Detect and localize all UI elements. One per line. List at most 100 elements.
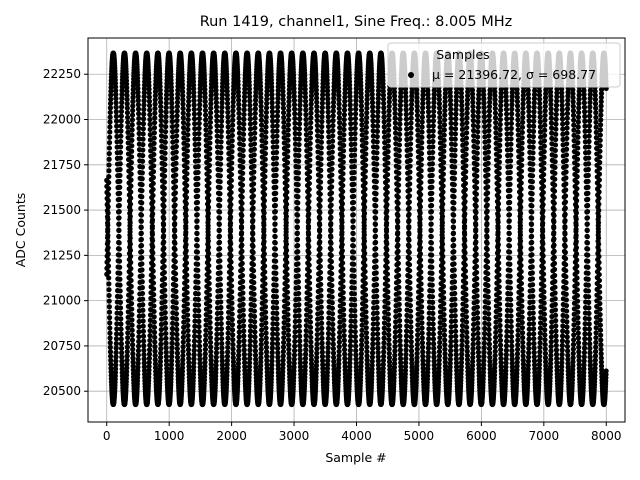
data-point	[224, 365, 230, 371]
data-point	[364, 92, 370, 99]
data-point	[252, 110, 258, 117]
data-point	[194, 199, 201, 206]
data-point	[128, 259, 134, 266]
data-point	[247, 351, 253, 358]
data-point	[303, 107, 309, 113]
data-point	[183, 188, 190, 195]
data-point	[297, 90, 304, 96]
data-point	[217, 282, 223, 288]
data-point	[236, 339, 242, 345]
data-point	[217, 203, 223, 209]
data-point	[136, 136, 142, 142]
data-point	[247, 333, 253, 339]
data-point	[339, 201, 345, 207]
data-point	[409, 356, 415, 363]
data-point	[168, 92, 175, 98]
data-point	[213, 84, 219, 90]
data-point	[203, 143, 209, 149]
data-point	[197, 348, 203, 354]
data-point	[342, 86, 348, 92]
data-point	[385, 300, 391, 306]
data-point	[207, 129, 213, 136]
data-point	[139, 249, 145, 255]
data-point	[274, 331, 280, 337]
data-point	[269, 88, 275, 94]
data-point	[281, 314, 287, 320]
data-point	[397, 351, 404, 357]
data-point	[362, 286, 369, 292]
data-point	[351, 181, 357, 187]
data-point	[330, 341, 336, 347]
data-point	[370, 341, 376, 347]
data-point	[359, 112, 365, 118]
data-point	[347, 360, 353, 366]
data-point	[172, 190, 178, 196]
data-point	[241, 356, 248, 362]
data-point	[185, 347, 192, 353]
data-point	[216, 209, 223, 215]
data-point	[302, 98, 309, 104]
data-point	[381, 320, 388, 326]
data-point	[337, 329, 343, 336]
data-point	[280, 365, 286, 371]
data-point	[229, 300, 235, 306]
data-point	[347, 89, 353, 96]
data-point	[274, 123, 280, 129]
data-point	[308, 105, 314, 112]
data-point	[398, 94, 404, 100]
data-point	[135, 364, 141, 370]
data-point	[141, 106, 147, 113]
data-point	[384, 195, 390, 202]
data-point	[292, 125, 298, 131]
data-point	[157, 362, 163, 369]
data-point	[250, 249, 256, 256]
data-point	[228, 177, 234, 184]
data-point	[150, 250, 156, 256]
data-point	[229, 289, 235, 295]
data-point	[280, 105, 287, 111]
data-point	[352, 136, 358, 142]
data-point	[203, 317, 209, 323]
data-point	[395, 230, 401, 236]
data-point	[269, 362, 275, 368]
data-point	[258, 99, 264, 105]
data-point	[326, 129, 332, 135]
data-point	[363, 325, 369, 331]
data-point	[261, 232, 267, 238]
data-point	[285, 300, 291, 307]
data-point	[179, 368, 186, 375]
data-point	[195, 291, 201, 297]
data-point	[351, 158, 358, 164]
data-point	[317, 239, 323, 245]
data-point	[108, 361, 114, 368]
data-point	[381, 109, 387, 115]
data-point	[213, 350, 220, 356]
data-point	[213, 362, 219, 368]
data-point	[174, 99, 181, 105]
data-point	[273, 178, 279, 184]
data-point	[352, 147, 358, 153]
data-point	[269, 91, 275, 98]
data-point	[381, 114, 387, 120]
data-point	[325, 100, 331, 106]
data-point	[117, 270, 123, 276]
data-point	[285, 306, 291, 312]
data-point	[113, 366, 119, 372]
data-point	[239, 188, 245, 194]
data-point	[240, 170, 246, 176]
data-point	[152, 97, 158, 103]
data-point	[107, 119, 113, 125]
data-point	[216, 239, 223, 246]
data-point	[129, 306, 135, 312]
data-point	[247, 116, 253, 122]
data-point	[296, 296, 302, 302]
data-point	[225, 124, 231, 130]
data-point	[195, 285, 201, 291]
data-point	[395, 219, 401, 225]
data-point	[303, 116, 309, 123]
data-point	[364, 114, 370, 121]
data-point	[139, 261, 145, 267]
data-point	[139, 279, 145, 285]
data-point	[184, 272, 190, 278]
data-point	[373, 191, 379, 197]
